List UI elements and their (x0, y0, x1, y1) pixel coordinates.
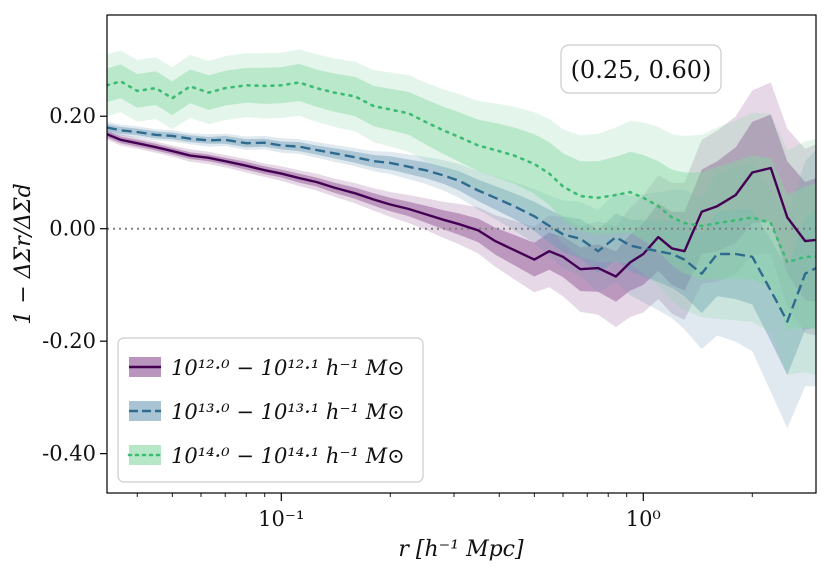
annotation-box: (0.25, 0.60) (560, 44, 722, 94)
x-axis-ticks: 10⁻¹ 10⁰ (136, 493, 753, 531)
legend-label-0: 10¹²·⁰ − 10¹²·¹ h⁻¹ M⊙ (171, 356, 405, 380)
series-lines (107, 80, 816, 323)
y-tick-label-2: -0.20 (42, 329, 96, 353)
series-line-0 (107, 133, 816, 278)
y-tick-label-0: 0.20 (49, 104, 96, 128)
y-tick-label-1: 0.00 (49, 217, 96, 241)
confidence-bands (107, 49, 816, 429)
x-axis-label: r [h⁻¹ Mpc] (398, 537, 524, 562)
band-inner-series-0 (107, 114, 816, 302)
legend-frame (117, 337, 424, 483)
x-tick-label-1: 10⁰ (626, 507, 661, 531)
series-line-2 (107, 80, 816, 264)
legend-label-2: 10¹⁴·⁰ − 10¹⁴·¹ h⁻¹ M⊙ (171, 444, 405, 468)
plot-frame (106, 14, 817, 494)
y-axis-ticks: 0.20 0.00 -0.20 -0.40 (42, 104, 107, 466)
x-tick-label-0: 10⁻¹ (258, 507, 304, 531)
legend-label-1: 10¹³·⁰ − 10¹³·¹ h⁻¹ M⊙ (171, 400, 405, 424)
band-outer-series-0 (107, 82, 816, 336)
annotation-text: (0.25, 0.60) (571, 56, 712, 84)
legend: 10¹²·⁰ − 10¹²·¹ h⁻¹ M⊙ 10¹³·⁰ − 10¹³·¹ h⁻… (117, 337, 424, 483)
band-outer-series-2 (107, 49, 816, 375)
series-line-1 (107, 126, 816, 323)
y-axis-label: 1 − ΔΣr/ΔΣd (11, 183, 36, 324)
y-tick-label-3: -0.40 (42, 442, 96, 466)
band-outer-series-1 (107, 121, 816, 429)
band-inner-series-2 (107, 63, 816, 330)
